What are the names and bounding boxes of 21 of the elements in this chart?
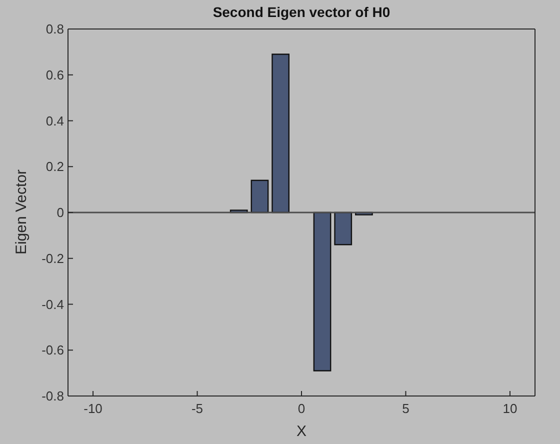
y-tick-label: -0.6 (42, 342, 64, 358)
y-tick-label: 0.4 (46, 113, 64, 128)
bar (313, 212, 332, 372)
y-tick-label: 0.6 (46, 67, 64, 82)
y-tick-label: -0.4 (42, 296, 64, 312)
x-axis-title: X (295, 423, 308, 441)
x-tick-label: 10 (502, 401, 518, 416)
chart-title: Second Eigen vector of H0 (212, 3, 392, 21)
x-tick-label: -5 (191, 401, 204, 416)
x-tick-label: 0 (298, 401, 306, 416)
y-tick-label: 0.8 (46, 22, 64, 37)
y-tick-label: -0.8 (42, 388, 64, 404)
x-tick-label: 5 (402, 401, 410, 416)
y-tick-label: 0.2 (46, 159, 64, 174)
y-tick-label: 0 (56, 205, 64, 220)
bar (272, 54, 290, 214)
x-tick-label: -10 (84, 401, 102, 416)
bar (334, 212, 352, 246)
y-axis-title: Eigen Vector (13, 168, 31, 254)
y-tick-label: -0.2 (42, 250, 64, 266)
bar (250, 180, 269, 214)
